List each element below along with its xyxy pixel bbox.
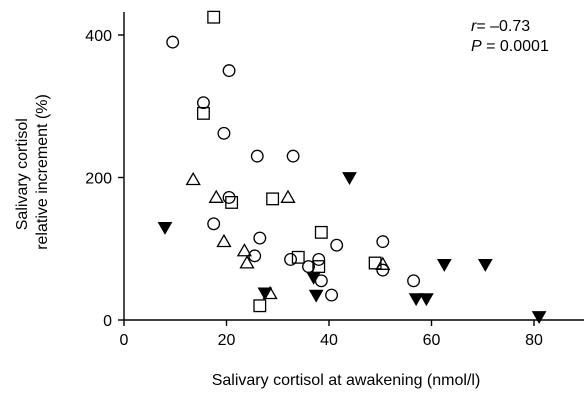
- circle-marker: [248, 249, 262, 263]
- inverted-triangle-marker: [531, 311, 547, 324]
- x-tick-label: 0: [120, 332, 129, 349]
- y-axis-title-line-1: Salivary cortisol: [14, 118, 31, 230]
- circle-marker: [312, 252, 326, 266]
- x-tick-label: 40: [320, 332, 338, 349]
- circle-marker: [407, 274, 421, 288]
- triangle-marker: [216, 233, 232, 248]
- p-symbol: P: [471, 38, 482, 55]
- inverted-triangle-marker: [477, 259, 493, 272]
- x-tick-label: 80: [525, 332, 543, 349]
- p-value-annotation: P = 0.0001: [471, 38, 549, 55]
- triangle-marker: [375, 256, 391, 270]
- inverted-triangle-marker: [408, 293, 424, 307]
- y-tick-label: 400: [85, 28, 112, 45]
- circle-marker: [217, 126, 231, 140]
- x-tick-label: 20: [218, 332, 236, 349]
- triangle-marker: [208, 189, 224, 203]
- inverted-triangle-marker: [436, 259, 452, 272]
- axes: [123, 12, 584, 321]
- inverted-triangle-marker: [257, 287, 273, 301]
- r-symbol: r: [471, 18, 477, 35]
- data-points: [157, 10, 547, 324]
- y-axis-title: Salivary cortisol relative increment (%): [14, 94, 51, 250]
- circle-marker: [196, 96, 210, 110]
- square-marker: [207, 10, 221, 24]
- axis-ticks: 0204060800200400600: [85, 28, 543, 349]
- inverted-triangle-marker: [306, 271, 321, 285]
- x-axis-title: Salivary cortisol at awakening (nmol/l): [212, 372, 481, 389]
- circle-marker: [376, 263, 390, 277]
- triangle-marker: [280, 189, 296, 203]
- circle-marker: [330, 238, 344, 252]
- x-tick-label: 60: [423, 332, 441, 349]
- triangle-marker: [239, 255, 255, 269]
- y-tick-label: 0: [103, 313, 112, 330]
- circle-marker: [222, 64, 236, 78]
- square-marker: [253, 299, 267, 313]
- circle-marker: [286, 149, 300, 163]
- circle-marker: [284, 252, 298, 266]
- inverted-triangle-marker: [157, 222, 173, 235]
- square-marker: [196, 106, 210, 120]
- correlation-annotation: r= –0.73: [471, 18, 530, 35]
- circle-marker: [250, 149, 264, 163]
- circle-marker: [166, 35, 180, 49]
- circle-marker: [376, 235, 390, 249]
- y-tick-label: 200: [85, 171, 112, 188]
- p-value: = 0.0001: [482, 38, 549, 55]
- triangle-marker: [236, 243, 253, 257]
- triangle-marker: [185, 171, 201, 186]
- circle-marker: [222, 190, 236, 204]
- inverted-triangle-marker: [308, 289, 324, 303]
- square-marker: [314, 225, 328, 239]
- circle-marker: [207, 217, 221, 231]
- square-marker: [368, 256, 382, 270]
- square-marker: [266, 192, 280, 206]
- r-value: = –0.73: [476, 18, 530, 35]
- square-marker: [291, 250, 305, 264]
- circle-marker: [325, 288, 339, 302]
- inverted-triangle-marker: [419, 293, 434, 307]
- circle-marker: [253, 231, 267, 245]
- inverted-triangle-marker: [342, 172, 357, 186]
- y-axis-title-line-2: relative increment (%): [34, 94, 51, 250]
